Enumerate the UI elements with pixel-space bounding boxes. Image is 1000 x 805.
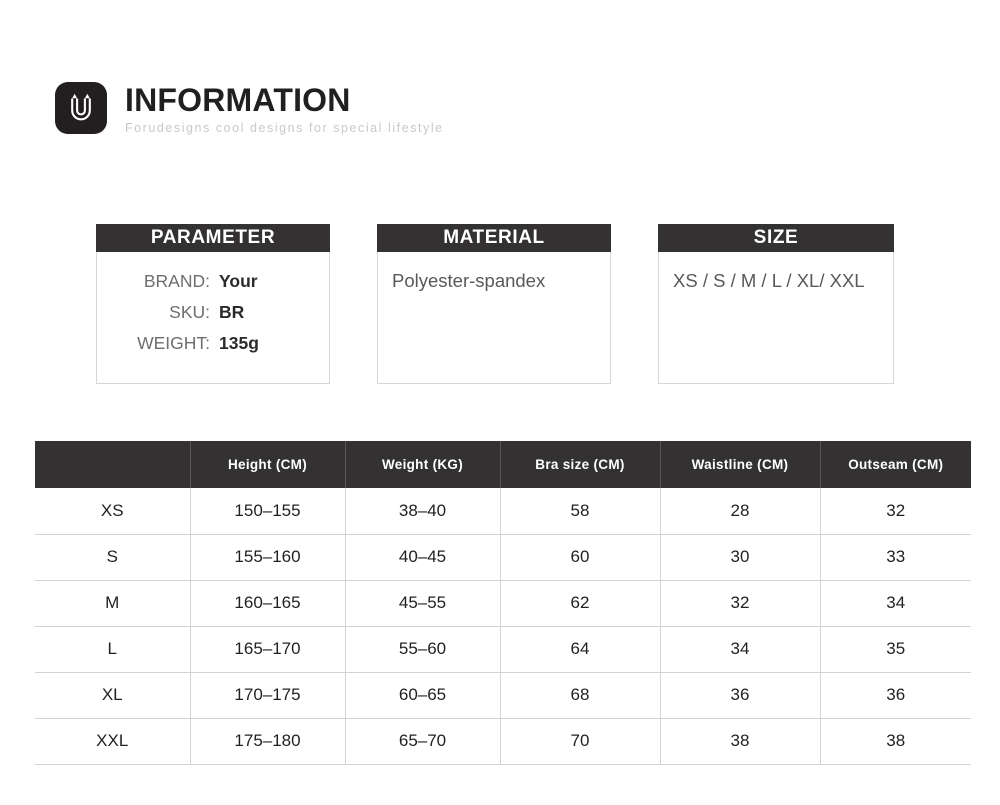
- cell-bra-size: 68: [500, 672, 661, 719]
- cell-waistline: 38: [660, 718, 821, 765]
- cell-waistline: 36: [660, 672, 821, 719]
- parameter-row-brand: BRAND: Your: [111, 266, 315, 297]
- card-material-header: MATERIAL: [377, 224, 611, 252]
- brand-subtitle: Forudesigns cool designs for special lif…: [125, 121, 444, 135]
- card-size-body: XS / S / M / L / XL/ XXL: [658, 252, 894, 384]
- cell-outseam: 36: [820, 672, 971, 719]
- brand-header: INFORMATION Forudesigns cool designs for…: [55, 82, 444, 136]
- page-title: INFORMATION: [125, 82, 351, 118]
- size-chart-head: Height (CM) Weight (KG) Bra size (CM) Wa…: [35, 441, 971, 488]
- cell-outseam: 33: [820, 534, 971, 581]
- column-header-bra-size: Bra size (CM): [500, 441, 661, 488]
- card-material-body: Polyester-spandex: [377, 252, 611, 384]
- cell-height: 175–180: [190, 718, 346, 765]
- cell-height: 165–170: [190, 626, 346, 673]
- cell-outseam: 35: [820, 626, 971, 673]
- column-header-outseam: Outseam (CM): [820, 441, 971, 488]
- cell-weight: 55–60: [345, 626, 501, 673]
- column-header-height: Height (CM): [190, 441, 346, 488]
- parameter-label-sku: SKU:: [169, 302, 210, 322]
- cell-weight: 40–45: [345, 534, 501, 581]
- cell-size: M: [35, 580, 191, 627]
- parameter-value-sku: BR: [219, 302, 245, 322]
- cell-size: XL: [35, 672, 191, 719]
- parameter-label-brand: BRAND:: [143, 271, 210, 291]
- cell-bra-size: 62: [500, 580, 661, 627]
- cell-size: L: [35, 626, 191, 673]
- table-row: S 155–160 40–45 60 30 33: [35, 534, 971, 581]
- cell-bra-size: 70: [500, 718, 661, 765]
- cell-waistline: 30: [660, 534, 821, 581]
- table-row: L 165–170 55–60 64 34 35: [35, 626, 971, 673]
- card-material: MATERIAL Polyester-spandex: [377, 224, 611, 384]
- size-chart-header-row: Height (CM) Weight (KG) Bra size (CM) Wa…: [35, 441, 971, 488]
- card-parameter-body: BRAND: Your SKU: BR WEIGHT: 135g: [96, 252, 330, 384]
- magnet-u-logo-icon: [55, 82, 107, 134]
- column-header-size: [35, 441, 191, 488]
- cell-size: S: [35, 534, 191, 581]
- cell-bra-size: 60: [500, 534, 661, 581]
- table-row: XS 150–155 38–40 58 28 32: [35, 488, 971, 535]
- parameter-label-weight: WEIGHT:: [137, 333, 210, 353]
- table-row: XXL 175–180 65–70 70 38 38: [35, 718, 971, 765]
- cell-weight: 45–55: [345, 580, 501, 627]
- parameter-value-brand: Your: [219, 271, 258, 291]
- column-header-waistline: Waistline (CM): [660, 441, 821, 488]
- cell-bra-size: 58: [500, 488, 661, 535]
- parameter-row-weight: WEIGHT: 135g: [111, 328, 315, 359]
- parameter-row-sku: SKU: BR: [111, 297, 315, 328]
- cell-height: 170–175: [190, 672, 346, 719]
- cell-height: 150–155: [190, 488, 346, 535]
- cell-size: XXL: [35, 718, 191, 765]
- cell-waistline: 28: [660, 488, 821, 535]
- cell-weight: 38–40: [345, 488, 501, 535]
- cell-outseam: 32: [820, 488, 971, 535]
- material-value: Polyester-spandex: [392, 270, 546, 291]
- card-parameter-header: PARAMETER: [96, 224, 330, 252]
- card-size-header: SIZE: [658, 224, 894, 252]
- cell-size: XS: [35, 488, 191, 535]
- brand-text-block: INFORMATION Forudesigns cool designs for…: [125, 82, 444, 136]
- card-size: SIZE XS / S / M / L / XL/ XXL: [658, 224, 894, 384]
- parameter-value-weight: 135g: [219, 333, 259, 353]
- cell-outseam: 34: [820, 580, 971, 627]
- cell-height: 155–160: [190, 534, 346, 581]
- cell-waistline: 32: [660, 580, 821, 627]
- cell-weight: 60–65: [345, 672, 501, 719]
- cell-outseam: 38: [820, 718, 971, 765]
- table-row: M 160–165 45–55 62 32 34: [35, 580, 971, 627]
- cell-waistline: 34: [660, 626, 821, 673]
- size-chart-table: Height (CM) Weight (KG) Bra size (CM) Wa…: [35, 441, 971, 765]
- info-cards: PARAMETER BRAND: Your SKU: BR WEIGHT: 13…: [0, 224, 1000, 389]
- cell-bra-size: 64: [500, 626, 661, 673]
- size-chart-body: XS 150–155 38–40 58 28 32 S 155–160 40–4…: [35, 488, 971, 765]
- cell-weight: 65–70: [345, 718, 501, 765]
- cell-height: 160–165: [190, 580, 346, 627]
- card-parameter: PARAMETER BRAND: Your SKU: BR WEIGHT: 13…: [96, 224, 330, 384]
- column-header-weight: Weight (KG): [345, 441, 501, 488]
- size-options-value: XS / S / M / L / XL/ XXL: [673, 270, 865, 291]
- table-row: XL 170–175 60–65 68 36 36: [35, 672, 971, 719]
